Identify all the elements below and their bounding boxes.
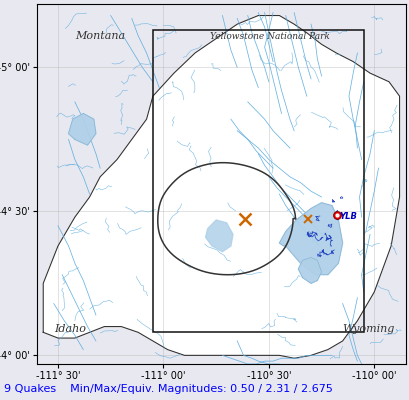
Text: Wyoming: Wyoming (342, 324, 394, 334)
Text: YLB: YLB (339, 212, 357, 221)
Polygon shape (298, 258, 321, 283)
Polygon shape (68, 114, 96, 145)
Text: Idaho: Idaho (54, 324, 85, 334)
Bar (153, 30, 363, 332)
Polygon shape (279, 203, 342, 275)
Text: Yellowstone National Park: Yellowstone National Park (209, 32, 329, 40)
Text: 9 Quakes    Min/Max/Equiv. Magnitudes: 0.50 / 2.31 / 2.675: 9 Quakes Min/Max/Equiv. Magnitudes: 0.50… (4, 384, 332, 394)
Text: Montana: Montana (75, 30, 125, 40)
Polygon shape (205, 220, 232, 252)
Polygon shape (43, 16, 399, 358)
